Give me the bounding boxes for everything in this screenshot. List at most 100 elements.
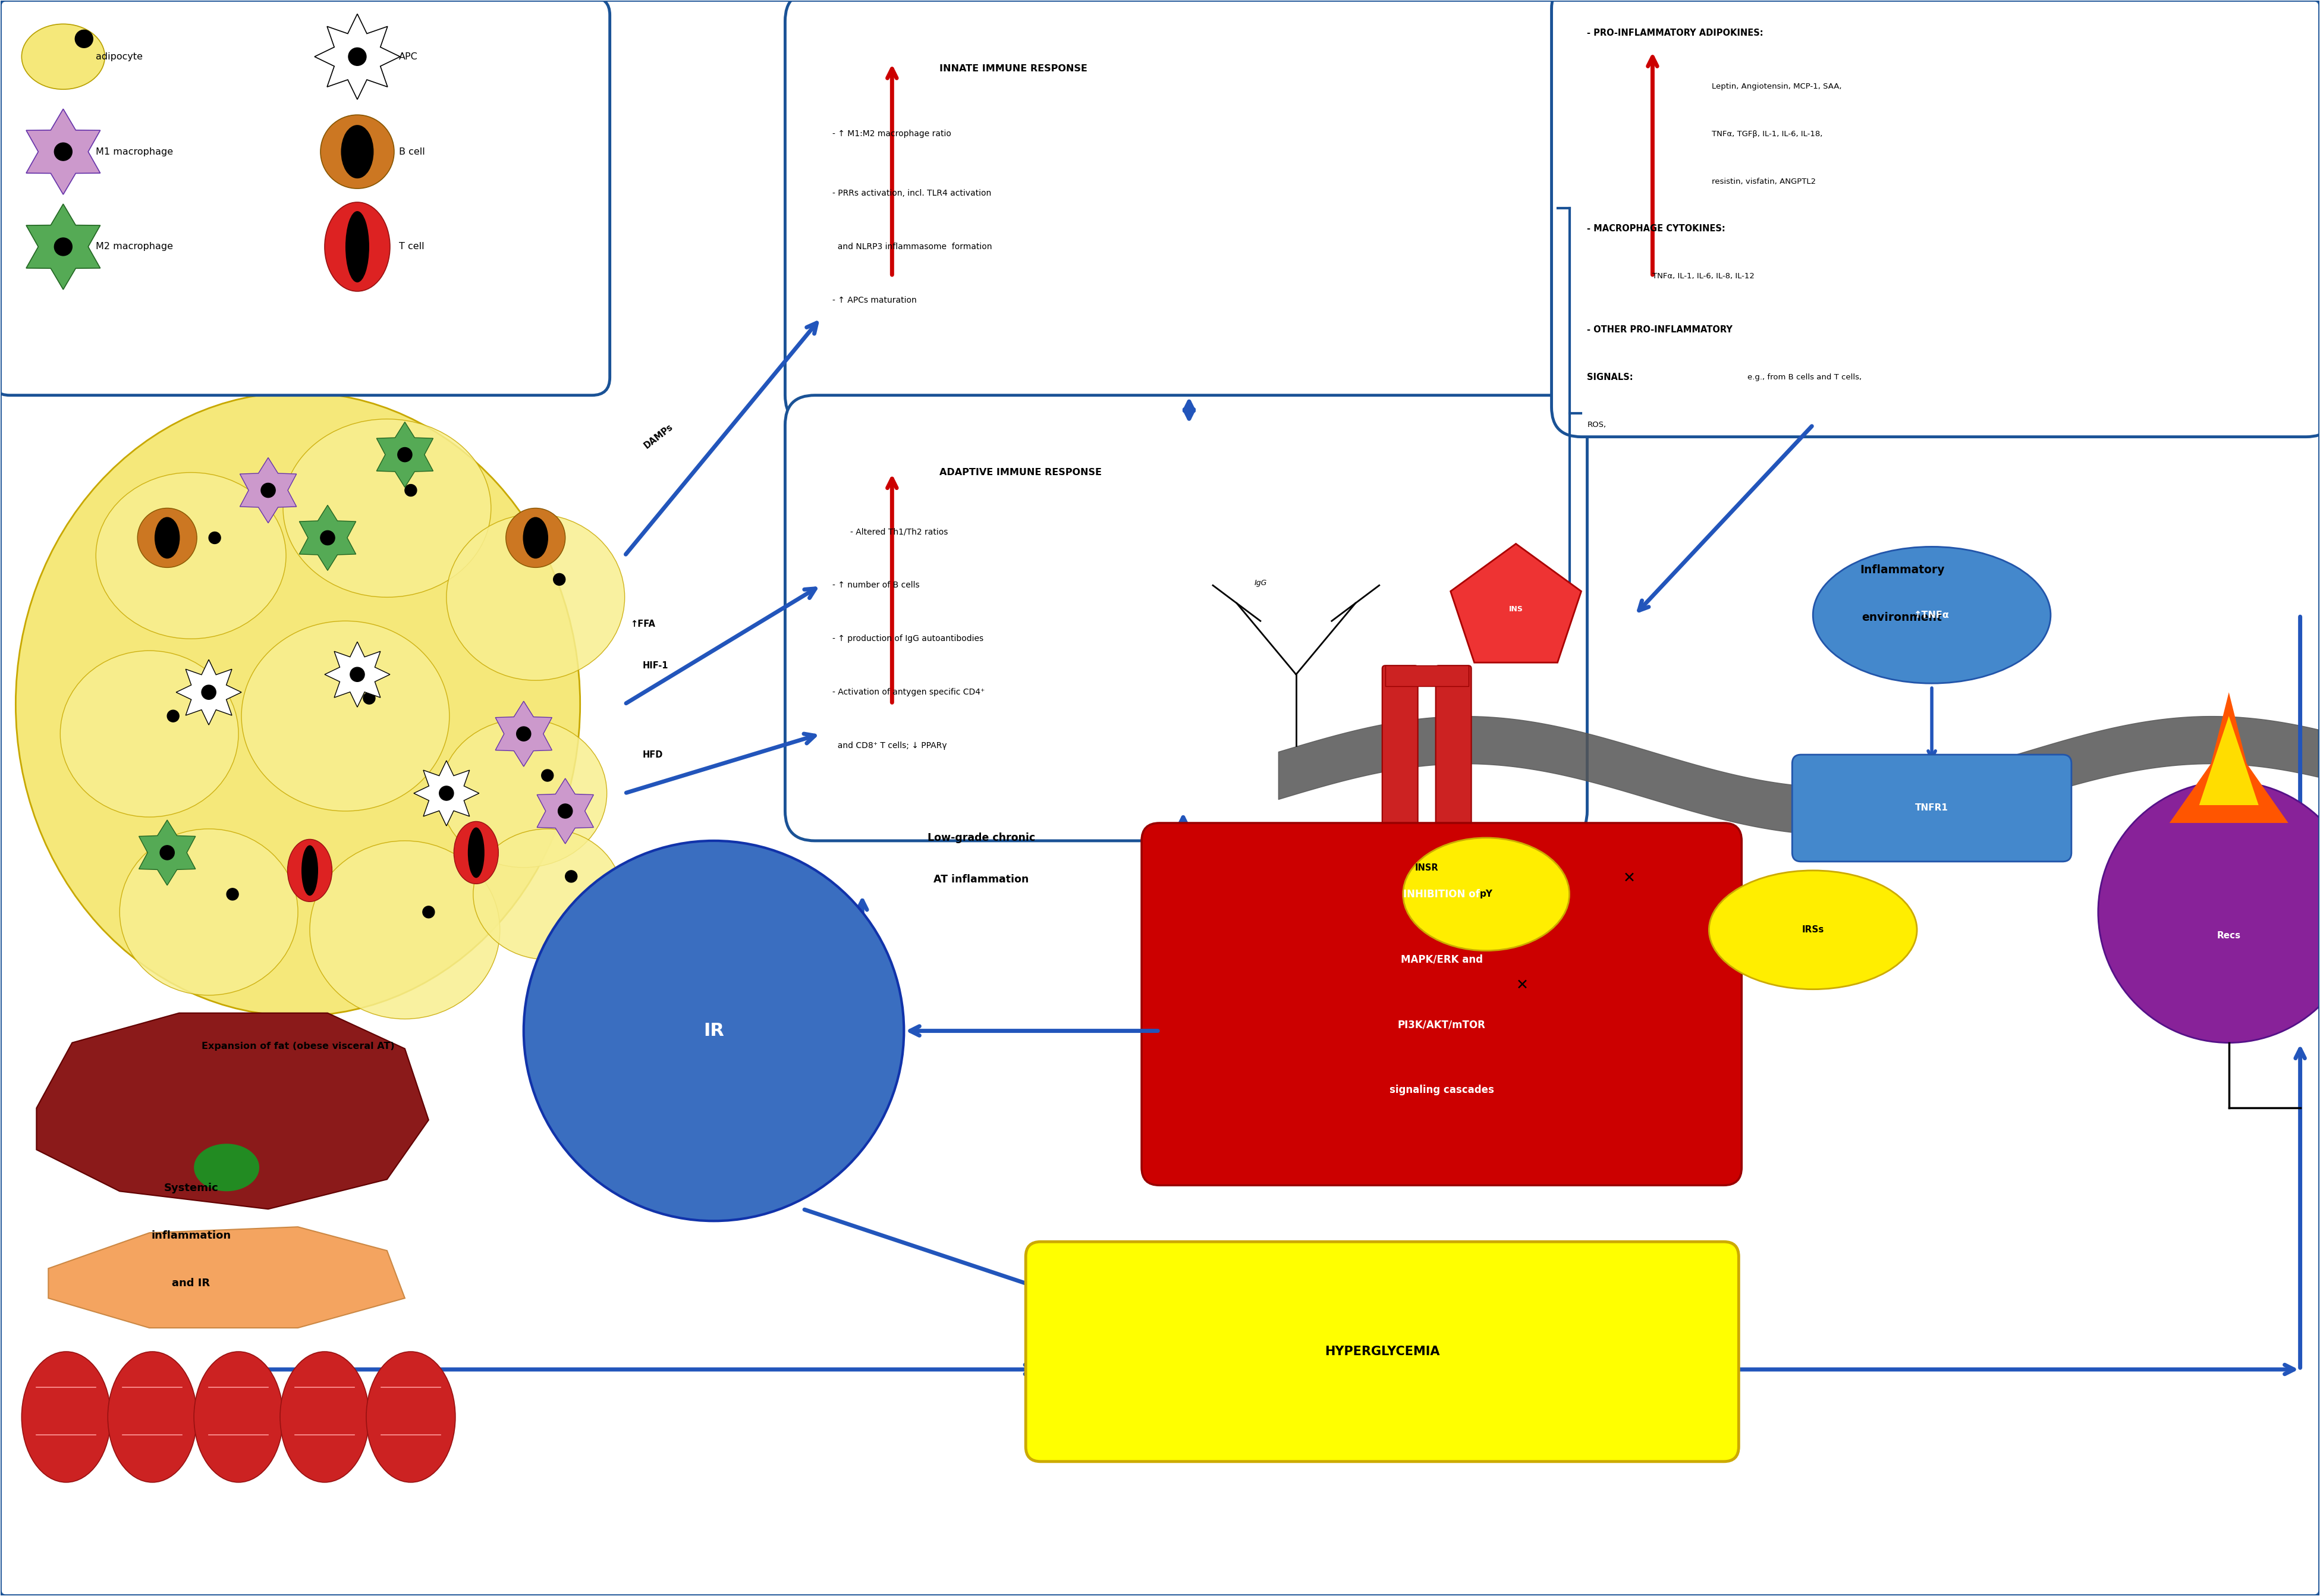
Text: APC: APC xyxy=(399,53,418,61)
Polygon shape xyxy=(176,659,241,725)
Polygon shape xyxy=(376,421,434,487)
Circle shape xyxy=(554,573,566,586)
Text: pY: pY xyxy=(1480,891,1492,899)
Ellipse shape xyxy=(107,1352,197,1483)
Ellipse shape xyxy=(522,517,548,559)
Ellipse shape xyxy=(195,1144,260,1191)
Text: Expansion of fat (obese visceral AT): Expansion of fat (obese visceral AT) xyxy=(202,1042,394,1050)
FancyBboxPatch shape xyxy=(784,396,1587,841)
Polygon shape xyxy=(37,1013,429,1210)
Text: Recs: Recs xyxy=(2218,932,2241,940)
FancyBboxPatch shape xyxy=(1552,0,2320,437)
Ellipse shape xyxy=(195,1352,283,1483)
Text: ADAPTIVE IMMUNE RESPONSE: ADAPTIVE IMMUNE RESPONSE xyxy=(940,468,1102,477)
FancyBboxPatch shape xyxy=(1791,755,2072,862)
Ellipse shape xyxy=(121,828,297,996)
Circle shape xyxy=(53,142,72,161)
Text: Low-grade chronic: Low-grade chronic xyxy=(928,833,1035,843)
Polygon shape xyxy=(496,701,552,766)
Text: inflammation: inflammation xyxy=(151,1231,230,1242)
Ellipse shape xyxy=(311,841,499,1018)
Text: INSR: INSR xyxy=(1415,863,1438,873)
Circle shape xyxy=(74,30,93,48)
FancyBboxPatch shape xyxy=(1436,666,1471,838)
Ellipse shape xyxy=(16,393,580,1017)
Text: IgG: IgG xyxy=(1255,579,1267,587)
Polygon shape xyxy=(325,642,390,707)
Ellipse shape xyxy=(155,517,181,559)
Ellipse shape xyxy=(302,846,318,895)
Circle shape xyxy=(364,693,376,704)
Text: T cell: T cell xyxy=(399,243,425,251)
Text: AT inflammation: AT inflammation xyxy=(933,875,1028,884)
Text: HIF-1: HIF-1 xyxy=(643,661,668,670)
Circle shape xyxy=(566,870,578,883)
FancyBboxPatch shape xyxy=(1141,824,1742,1186)
Polygon shape xyxy=(49,1227,406,1328)
Ellipse shape xyxy=(288,839,332,902)
Circle shape xyxy=(137,508,197,568)
Circle shape xyxy=(422,907,434,918)
Text: TNFα, IL-1, IL-6, IL-8, IL-12: TNFα, IL-1, IL-6, IL-8, IL-12 xyxy=(1652,273,1754,281)
Circle shape xyxy=(167,710,179,721)
Ellipse shape xyxy=(341,124,374,179)
Polygon shape xyxy=(239,458,297,523)
FancyBboxPatch shape xyxy=(0,0,610,396)
Ellipse shape xyxy=(1710,870,1916,990)
Circle shape xyxy=(406,484,418,496)
Ellipse shape xyxy=(441,718,608,868)
Ellipse shape xyxy=(367,1352,455,1483)
Text: - Activation of antygen specific CD4⁺: - Activation of antygen specific CD4⁺ xyxy=(833,688,986,696)
Polygon shape xyxy=(1450,544,1582,662)
Text: M1 macrophage: M1 macrophage xyxy=(95,147,174,156)
Polygon shape xyxy=(26,109,100,195)
Text: IRSs: IRSs xyxy=(1803,926,1824,934)
Circle shape xyxy=(517,726,531,741)
FancyBboxPatch shape xyxy=(1383,666,1418,838)
Circle shape xyxy=(559,804,573,819)
Ellipse shape xyxy=(473,828,622,959)
Text: MAPK/ERK and: MAPK/ERK and xyxy=(1401,954,1482,966)
Ellipse shape xyxy=(281,1352,369,1483)
Text: IR: IR xyxy=(703,1021,724,1039)
Ellipse shape xyxy=(241,621,450,811)
Text: resistin, visfatin, ANGPTL2: resistin, visfatin, ANGPTL2 xyxy=(1712,177,1817,185)
Ellipse shape xyxy=(445,514,624,680)
Text: SIGNALS:: SIGNALS: xyxy=(1587,373,1633,381)
Text: ✕: ✕ xyxy=(1622,871,1636,886)
Circle shape xyxy=(53,238,72,255)
Text: ↑FFA: ↑FFA xyxy=(631,619,657,629)
FancyBboxPatch shape xyxy=(784,0,1587,425)
Text: Systemic: Systemic xyxy=(165,1183,218,1194)
Ellipse shape xyxy=(95,472,285,638)
Text: ✕: ✕ xyxy=(1515,978,1529,993)
Text: adipocyte: adipocyte xyxy=(95,53,144,61)
Circle shape xyxy=(506,508,566,568)
Ellipse shape xyxy=(283,420,492,597)
Text: TNFα, TGFβ, IL-1, IL-6, IL-18,: TNFα, TGFβ, IL-1, IL-6, IL-18, xyxy=(1712,129,1824,137)
Polygon shape xyxy=(2199,717,2260,804)
Text: e.g., from B cells and T cells,: e.g., from B cells and T cells, xyxy=(1747,373,1863,381)
Text: M2 macrophage: M2 macrophage xyxy=(95,243,174,251)
Polygon shape xyxy=(413,761,480,825)
Ellipse shape xyxy=(469,827,485,878)
Text: - PRO-INFLAMMATORY ADIPOKINES:: - PRO-INFLAMMATORY ADIPOKINES: xyxy=(1587,29,1763,37)
Ellipse shape xyxy=(1812,547,2051,683)
Text: Leptin, Angiotensin, MCP-1, SAA,: Leptin, Angiotensin, MCP-1, SAA, xyxy=(1712,83,1842,91)
Circle shape xyxy=(320,530,334,544)
Circle shape xyxy=(262,484,276,498)
Text: signaling cascades: signaling cascades xyxy=(1390,1085,1494,1095)
Circle shape xyxy=(202,685,216,699)
FancyBboxPatch shape xyxy=(1025,1242,1738,1462)
Text: TNFR1: TNFR1 xyxy=(1916,804,1949,812)
Text: INNATE IMMUNE RESPONSE: INNATE IMMUNE RESPONSE xyxy=(940,64,1088,73)
Circle shape xyxy=(397,447,413,461)
Circle shape xyxy=(524,841,905,1221)
Text: - ↑ production of IgG autoantibodies: - ↑ production of IgG autoantibodies xyxy=(833,635,984,643)
Ellipse shape xyxy=(346,211,369,282)
Circle shape xyxy=(2097,782,2320,1042)
Polygon shape xyxy=(299,506,355,570)
Text: - PRRs activation, incl. TLR4 activation: - PRRs activation, incl. TLR4 activation xyxy=(833,188,991,198)
Circle shape xyxy=(350,667,364,681)
Text: B cell: B cell xyxy=(399,147,425,156)
